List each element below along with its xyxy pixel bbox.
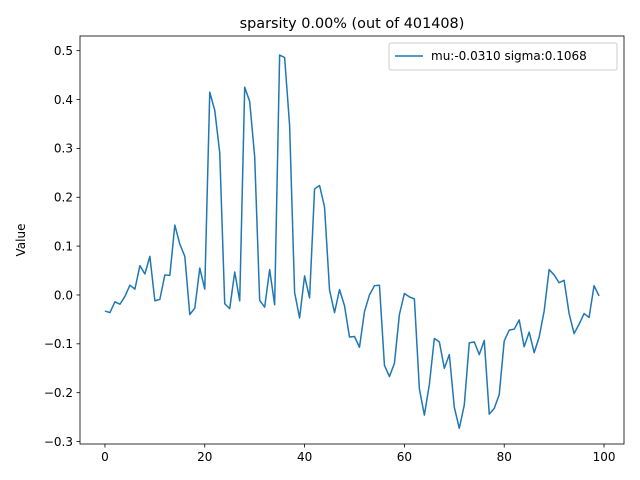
plot-area bbox=[79, 35, 625, 445]
x-tick-label: 60 bbox=[397, 450, 412, 464]
y-tick-label: −0.3 bbox=[44, 435, 73, 449]
x-tick-label: 0 bbox=[101, 450, 109, 464]
y-tick-label: 0.5 bbox=[54, 44, 73, 58]
legend-box bbox=[388, 42, 618, 71]
y-tick-label: −0.2 bbox=[44, 386, 73, 400]
chart-title: sparsity 0.00% (out of 401408) bbox=[240, 16, 465, 32]
y-axis: −0.3 −0.2 −0.1 0.0 0.1 0.2 0.3 0.4 0.5 bbox=[44, 44, 80, 449]
y-tick-label: 0.2 bbox=[54, 191, 73, 205]
x-tick-label: 80 bbox=[497, 450, 512, 464]
y-tick-label: −0.1 bbox=[44, 337, 73, 351]
legend: mu:-0.0310 sigma:0.1068 bbox=[388, 42, 618, 71]
x-tick-label: 20 bbox=[197, 450, 212, 464]
series-layer bbox=[104, 54, 600, 430]
axes-frame bbox=[79, 35, 625, 445]
y-tick-label: 0.1 bbox=[54, 239, 73, 253]
y-tick-label: 0.3 bbox=[54, 142, 73, 156]
x-axis: 0 20 40 60 80 100 bbox=[101, 444, 615, 464]
series-line bbox=[104, 54, 600, 430]
y-axis-label: Value bbox=[14, 224, 28, 257]
y-tick-label: 0.0 bbox=[54, 288, 73, 302]
x-tick-label: 100 bbox=[593, 450, 616, 464]
legend-label: mu:-0.0310 sigma:0.1068 bbox=[431, 49, 587, 63]
y-tick-label: 0.4 bbox=[54, 93, 73, 107]
x-tick-label: 40 bbox=[297, 450, 312, 464]
